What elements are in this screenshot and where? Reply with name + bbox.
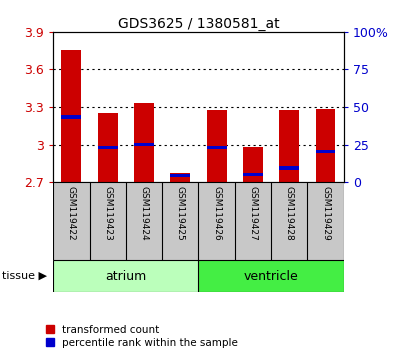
Bar — [243, 172, 263, 176]
Bar — [62, 50, 81, 182]
Bar — [279, 166, 299, 170]
Text: tissue ▶: tissue ▶ — [2, 271, 47, 281]
Text: GSM119424: GSM119424 — [139, 186, 149, 241]
Bar — [170, 174, 190, 177]
Text: atrium: atrium — [105, 270, 147, 282]
Bar — [243, 147, 263, 182]
Text: GSM119425: GSM119425 — [176, 186, 185, 241]
Bar — [207, 110, 227, 182]
Text: GSM119429: GSM119429 — [321, 186, 330, 241]
Text: GSM119428: GSM119428 — [285, 186, 294, 241]
Bar — [199, 260, 344, 292]
Bar — [53, 260, 199, 292]
Text: ventricle: ventricle — [244, 270, 299, 282]
Bar — [62, 115, 81, 119]
Text: GSM119423: GSM119423 — [103, 186, 112, 241]
Bar — [279, 110, 299, 182]
Bar — [170, 173, 190, 182]
Bar — [316, 109, 335, 182]
Title: GDS3625 / 1380581_at: GDS3625 / 1380581_at — [118, 17, 279, 31]
Bar — [316, 150, 335, 153]
Text: GSM119427: GSM119427 — [248, 186, 258, 241]
Bar — [98, 113, 118, 182]
Bar — [134, 143, 154, 146]
Text: GSM119426: GSM119426 — [212, 186, 221, 241]
Legend: transformed count, percentile rank within the sample: transformed count, percentile rank withi… — [45, 324, 239, 349]
Bar — [98, 146, 118, 149]
Bar — [207, 146, 227, 149]
Bar — [134, 103, 154, 182]
Text: GSM119422: GSM119422 — [67, 186, 76, 241]
